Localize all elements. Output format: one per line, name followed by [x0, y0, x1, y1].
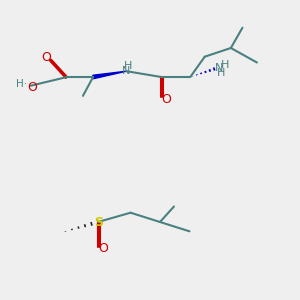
Text: O: O [41, 51, 51, 64]
Text: O: O [98, 242, 108, 255]
Polygon shape [93, 71, 127, 79]
Text: O: O [27, 81, 37, 94]
Text: O: O [161, 93, 171, 106]
Text: H·: H· [16, 79, 27, 89]
Text: H: H [124, 61, 133, 71]
Text: N: N [215, 63, 224, 73]
Text: H: H [221, 60, 230, 70]
Text: N: N [122, 66, 130, 76]
Text: S: S [94, 215, 103, 229]
Text: H: H [217, 68, 226, 78]
